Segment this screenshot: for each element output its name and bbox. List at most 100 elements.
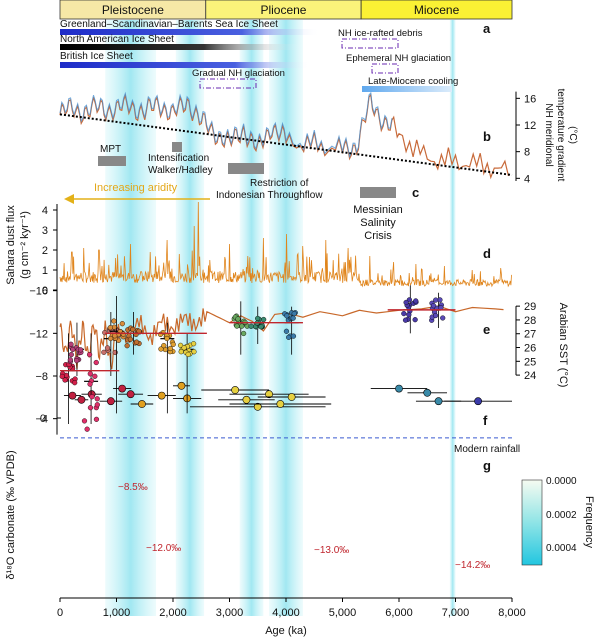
- x-tick-label: 2,000: [159, 607, 187, 619]
- f-point: [231, 386, 240, 394]
- f-point: [434, 397, 443, 406]
- colorbar-tick-2: 0.0004: [546, 543, 577, 554]
- g-point: [59, 373, 65, 380]
- gradual-glaciation-label: Gradual NH glaciation: [192, 68, 285, 79]
- g-point: [430, 303, 437, 309]
- d18o-tick-label: −4: [35, 414, 48, 426]
- g-point: [284, 313, 290, 319]
- g-point: [164, 335, 170, 342]
- epoch-pleistocene-label: Pleistocene: [102, 3, 164, 17]
- g-point: [93, 359, 99, 366]
- g-point: [235, 316, 241, 322]
- g-point: [234, 323, 240, 329]
- restriction-box: [228, 163, 264, 174]
- x-tick-label: 4,000: [272, 607, 300, 619]
- frequency-bands: [105, 20, 456, 616]
- panel-b-gradient: 16 12 8 4 NH meridional temperature gradien…: [59, 89, 578, 242]
- ice-sheet-bar-1: [60, 29, 320, 35]
- restriction-label-1: Restriction of: [250, 178, 309, 189]
- d18o-tick-label: −12: [29, 328, 48, 340]
- sst-tick-label: 29: [524, 301, 536, 313]
- g-point: [248, 323, 254, 329]
- panel-a-ice-sheets: Greenland–Scandinavian–Barents Sea Ice S…: [60, 19, 458, 92]
- panel-letter-a: a: [483, 21, 491, 36]
- dust-tick-label: 0: [42, 285, 48, 297]
- ice-sheet-label-2: North American Ice Sheet: [60, 34, 174, 45]
- dust-series-line: [59, 201, 512, 288]
- f-point: [265, 390, 273, 399]
- late-miocene-bar: [362, 86, 452, 92]
- g-point: [74, 357, 80, 364]
- sst-tick-label: 26: [524, 343, 536, 355]
- late-miocene-label: Late-Miocene cooling: [368, 76, 458, 87]
- gradient-tick-label: 4: [524, 173, 530, 185]
- f-point: [253, 402, 262, 411]
- g-point: [290, 315, 296, 321]
- gradient-axis: 16 12 8 4: [515, 91, 536, 185]
- g-value-1: −8.5‰: [118, 482, 148, 493]
- g-point: [112, 333, 118, 339]
- g-point: [133, 339, 140, 345]
- g-value-3: −13.0‰: [314, 545, 349, 556]
- g-point: [402, 317, 409, 323]
- x-tick-label: 6,000: [385, 607, 413, 619]
- g-point: [261, 316, 267, 323]
- g-point: [124, 343, 130, 349]
- g-point: [108, 335, 114, 342]
- epoch-miocene-label: Miocene: [414, 3, 460, 17]
- g-point: [255, 315, 261, 322]
- x-tick-label: 7,000: [442, 607, 470, 619]
- x-tick-label: 3,000: [216, 607, 244, 619]
- d18o-axis-label: δ¹⁸O carbonate (‰ VPDB): [5, 450, 17, 579]
- panel-letter-e: e: [483, 322, 490, 337]
- g-point: [93, 416, 100, 422]
- sst-series-line: [59, 305, 504, 370]
- gradient-tick-label: 16: [524, 93, 536, 105]
- panel-letters: a b c d e f g: [412, 21, 491, 473]
- g-point: [290, 333, 297, 339]
- gradient-trend-line: [59, 113, 513, 176]
- g-point: [412, 317, 418, 323]
- frequency-colorbar: 0.0000 0.0002 0.0004 Frequency: [521, 476, 595, 566]
- g-point: [433, 297, 439, 303]
- sst-axis-label: Arabian SST (°C): [557, 303, 569, 388]
- g-point: [191, 349, 197, 355]
- g-point: [101, 349, 107, 355]
- f-point: [157, 391, 166, 400]
- g-point: [94, 396, 100, 402]
- g-point: [70, 346, 76, 353]
- g-value-4: −14.2‰: [455, 560, 490, 571]
- g-point: [107, 325, 113, 331]
- g-point: [158, 346, 164, 352]
- g-boxes: [59, 285, 446, 432]
- g-point: [68, 352, 74, 358]
- f-point: [177, 381, 186, 390]
- dust-axis-label-2: (g cm⁻² kyr⁻¹): [19, 211, 31, 279]
- panel-letter-b: b: [483, 129, 491, 144]
- g-point: [185, 351, 191, 358]
- g-point: [161, 342, 167, 349]
- gradient-axis-label-1: NH meridional: [543, 103, 554, 166]
- g-point: [86, 352, 93, 358]
- f-point: [474, 397, 482, 406]
- f-point: [276, 400, 285, 408]
- sst-tick-label: 25: [524, 356, 536, 368]
- f-point: [395, 384, 403, 393]
- ice-sheet-bar-3: [60, 62, 310, 68]
- panel-letter-g: g: [483, 458, 491, 473]
- x-tick-label: 1,000: [103, 607, 131, 619]
- f-point: [118, 384, 127, 393]
- g-point: [181, 345, 187, 351]
- g-point: [67, 357, 73, 363]
- dust-tick-label: 1: [42, 265, 48, 277]
- panel-letter-d: d: [483, 246, 491, 261]
- f-tick-0: 0: [40, 413, 46, 425]
- gradual-glaciation-box: [199, 78, 257, 89]
- restriction-label-2: Indonesian Throughflow: [216, 190, 323, 201]
- x-tick-label: 8,000: [498, 607, 526, 619]
- messinian-label-3: Crisis: [364, 230, 392, 242]
- aridity-arrow-head: [64, 194, 74, 204]
- g-point: [432, 312, 439, 319]
